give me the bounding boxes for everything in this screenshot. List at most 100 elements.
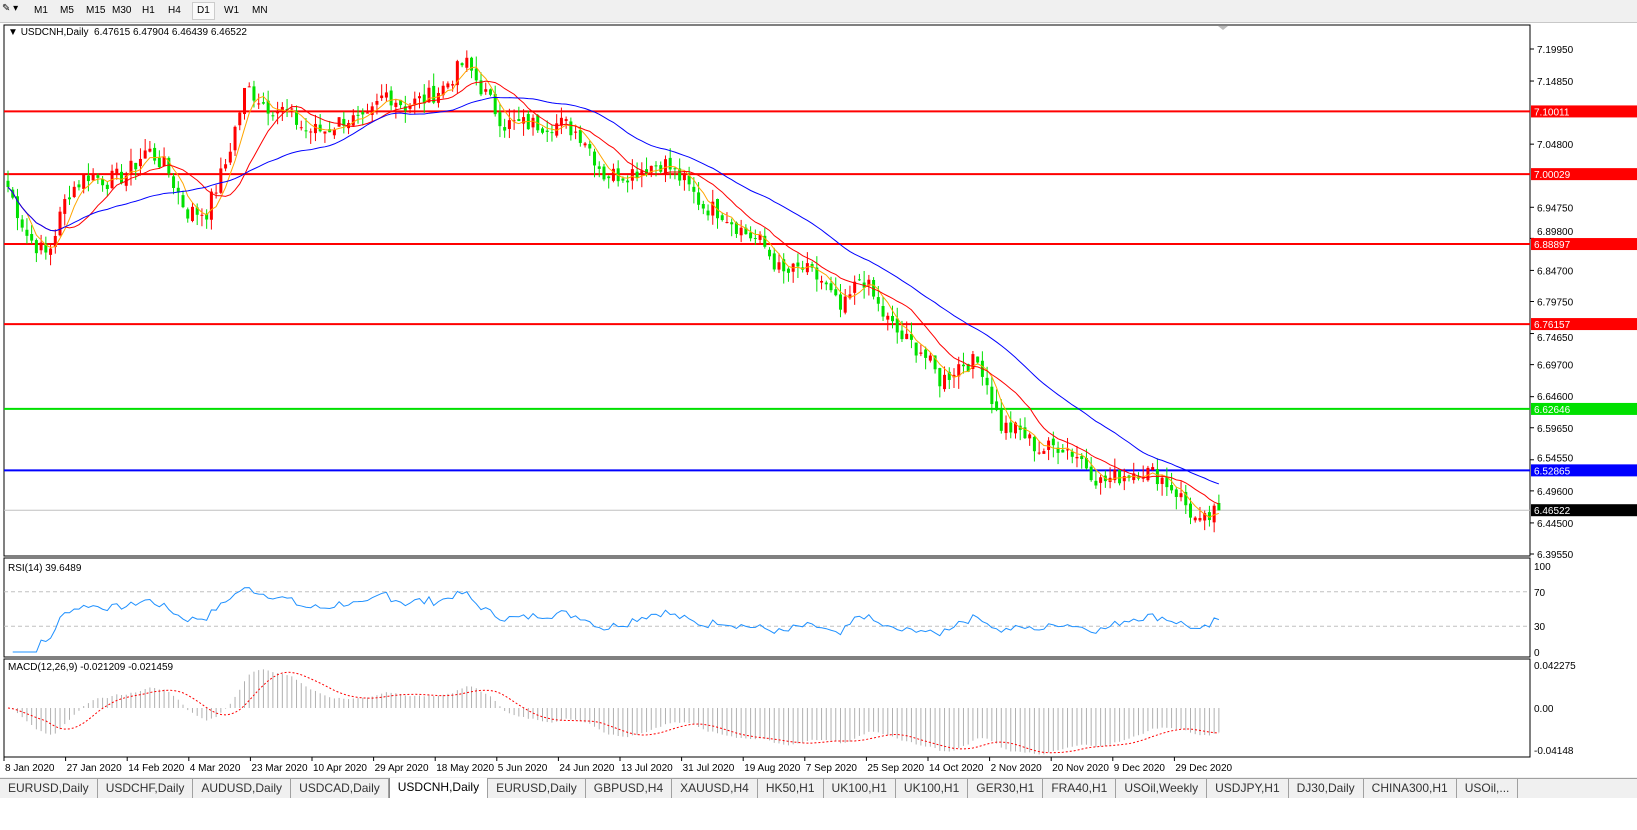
candle-body [777,262,781,270]
chart-canvas[interactable]: 7.19950 7.14850 7.04800 6.94750 6.89800 6.847… [0,23,1637,777]
chart-tab[interactable]: DJ30,Daily [1289,779,1364,798]
candle-body [886,315,890,320]
timeframe-h1[interactable]: H1 [142,5,155,16]
timeframe-m1[interactable]: M1 [34,5,48,16]
candle-body [763,235,767,247]
candle-body [768,249,772,257]
candle-body [952,374,956,378]
candle-body [943,374,947,390]
candle-body [1056,447,1060,453]
candle-body [976,356,980,363]
level-price-label: 6.52865 [1534,466,1571,477]
candle-body [394,102,398,107]
candle-body [1179,493,1183,498]
candle-body [1217,502,1221,511]
candle-body [172,176,176,189]
candle-body [1032,436,1036,452]
candle-body [597,166,601,169]
timeframe-m30[interactable]: M30 [112,5,132,16]
candle-body [673,168,677,170]
candle-body [228,151,232,163]
candle-body [484,89,488,92]
chart-tab[interactable]: UK100,H1 [824,779,896,798]
chart-tab[interactable]: USDCNH,Daily [388,778,489,798]
candle-body [351,115,355,126]
chart-tab[interactable]: CHINA300,H1 [1364,779,1457,798]
price-tick-label: 6.44500 [1537,519,1574,530]
candle-body [895,318,899,333]
candle-body [82,174,86,189]
timeframe-m5[interactable]: M5 [60,5,74,16]
candle-body [1075,456,1079,459]
chart-tab[interactable]: USOil,... [1457,779,1519,798]
chart-tab[interactable]: GER30,H1 [968,779,1044,798]
timeframe-m15[interactable]: M15 [86,5,106,16]
candle-body [1160,477,1164,484]
chart-tab[interactable]: USDCHF,Daily [98,779,194,798]
candle-body [328,129,332,133]
timeframe-w1[interactable]: W1 [224,5,239,16]
candle-body [53,235,57,248]
candle-body [86,175,90,182]
candle-body [531,117,535,128]
candle-body [413,98,417,105]
ma-slow-line [7,96,1220,485]
candle-body [1009,422,1013,433]
candle-body [957,364,961,377]
candle-body [432,85,436,103]
candle-body [167,157,171,174]
candle-body [470,57,474,71]
candle-body [961,364,965,367]
timeframe-d1[interactable]: D1 [192,2,215,20]
candle-body [838,294,842,310]
chart-tab[interactable]: EURUSD,Daily [488,779,586,798]
timeframe-h4[interactable]: H4 [168,5,181,16]
candle-body [1037,452,1041,454]
candle-body [645,169,649,175]
chart-tab[interactable]: FRA40,H1 [1043,779,1117,798]
candle-body [1080,456,1084,460]
drawing-tool-dropdown[interactable]: ✎ ▾ [2,3,19,14]
symbol-label: USDCNH,Daily [20,27,89,38]
candle-body [247,86,251,88]
price-tick-label: 6.74650 [1537,333,1574,344]
candle-body [607,176,611,179]
candle-body [593,151,597,166]
date-tick-label: 14 Feb 2020 [128,763,185,774]
chart-tab[interactable]: HK50,H1 [758,779,824,798]
chart-tab[interactable]: XAUUSD,H4 [672,779,758,798]
candle-body [479,80,483,95]
candle-body [1070,451,1074,457]
chart-tab[interactable]: USOil,Weekly [1116,779,1208,798]
candle-body [370,106,374,115]
candle-body [1146,467,1150,481]
candle-body [446,83,450,88]
candle-body [1170,485,1174,491]
timeframe-mn[interactable]: MN [252,5,268,16]
rsi-tick-label: 0 [1534,648,1540,659]
candle-body [1099,477,1103,483]
candle-body [389,90,393,106]
date-tick-label: 31 Jul 2020 [683,763,735,774]
candle-body [909,334,913,340]
rsi-line [12,587,1220,653]
chart-tab[interactable]: USDCAD,Daily [291,779,389,798]
chart-tab[interactable]: USDJPY,H1 [1207,779,1289,798]
collapse-icon[interactable]: ▼ [8,27,18,38]
candle-body [44,243,48,253]
current-price-label: 6.46522 [1534,506,1571,517]
candle-body [512,120,516,122]
candle-body [488,89,492,95]
chart-tab[interactable]: GBPUSD,H4 [586,779,673,798]
chart-tab[interactable]: UK100,H1 [896,779,969,798]
chart-tab[interactable]: EURUSD,Daily [0,779,98,798]
candle-body [157,157,161,168]
shift-marker [1218,26,1228,30]
candle-body [361,112,365,115]
chart-tab[interactable]: AUDUSD,Daily [193,779,292,798]
candle-body [1084,458,1088,469]
candle-body [966,364,970,372]
chart-window[interactable]: 7.19950 7.14850 7.04800 6.94750 6.89800 6.847… [0,23,1637,777]
candle-body [205,213,209,220]
candle-body [120,171,124,184]
